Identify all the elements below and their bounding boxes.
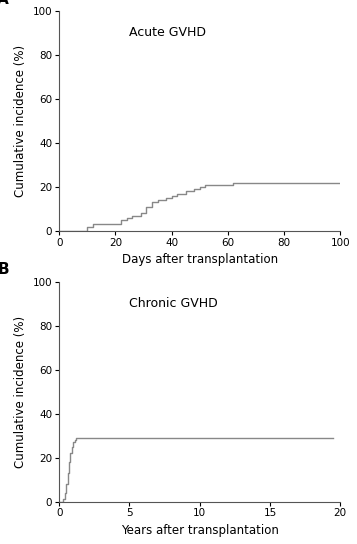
Text: A: A [0,0,9,7]
X-axis label: Days after transplantation: Days after transplantation [122,254,278,267]
Y-axis label: Cumulative incidence (%): Cumulative incidence (%) [14,316,27,468]
Y-axis label: Cumulative incidence (%): Cumulative incidence (%) [14,45,27,197]
Text: Acute GVHD: Acute GVHD [130,26,206,39]
Text: B: B [0,262,9,277]
Text: Chronic GVHD: Chronic GVHD [130,297,218,310]
X-axis label: Years after transplantation: Years after transplantation [121,524,279,537]
